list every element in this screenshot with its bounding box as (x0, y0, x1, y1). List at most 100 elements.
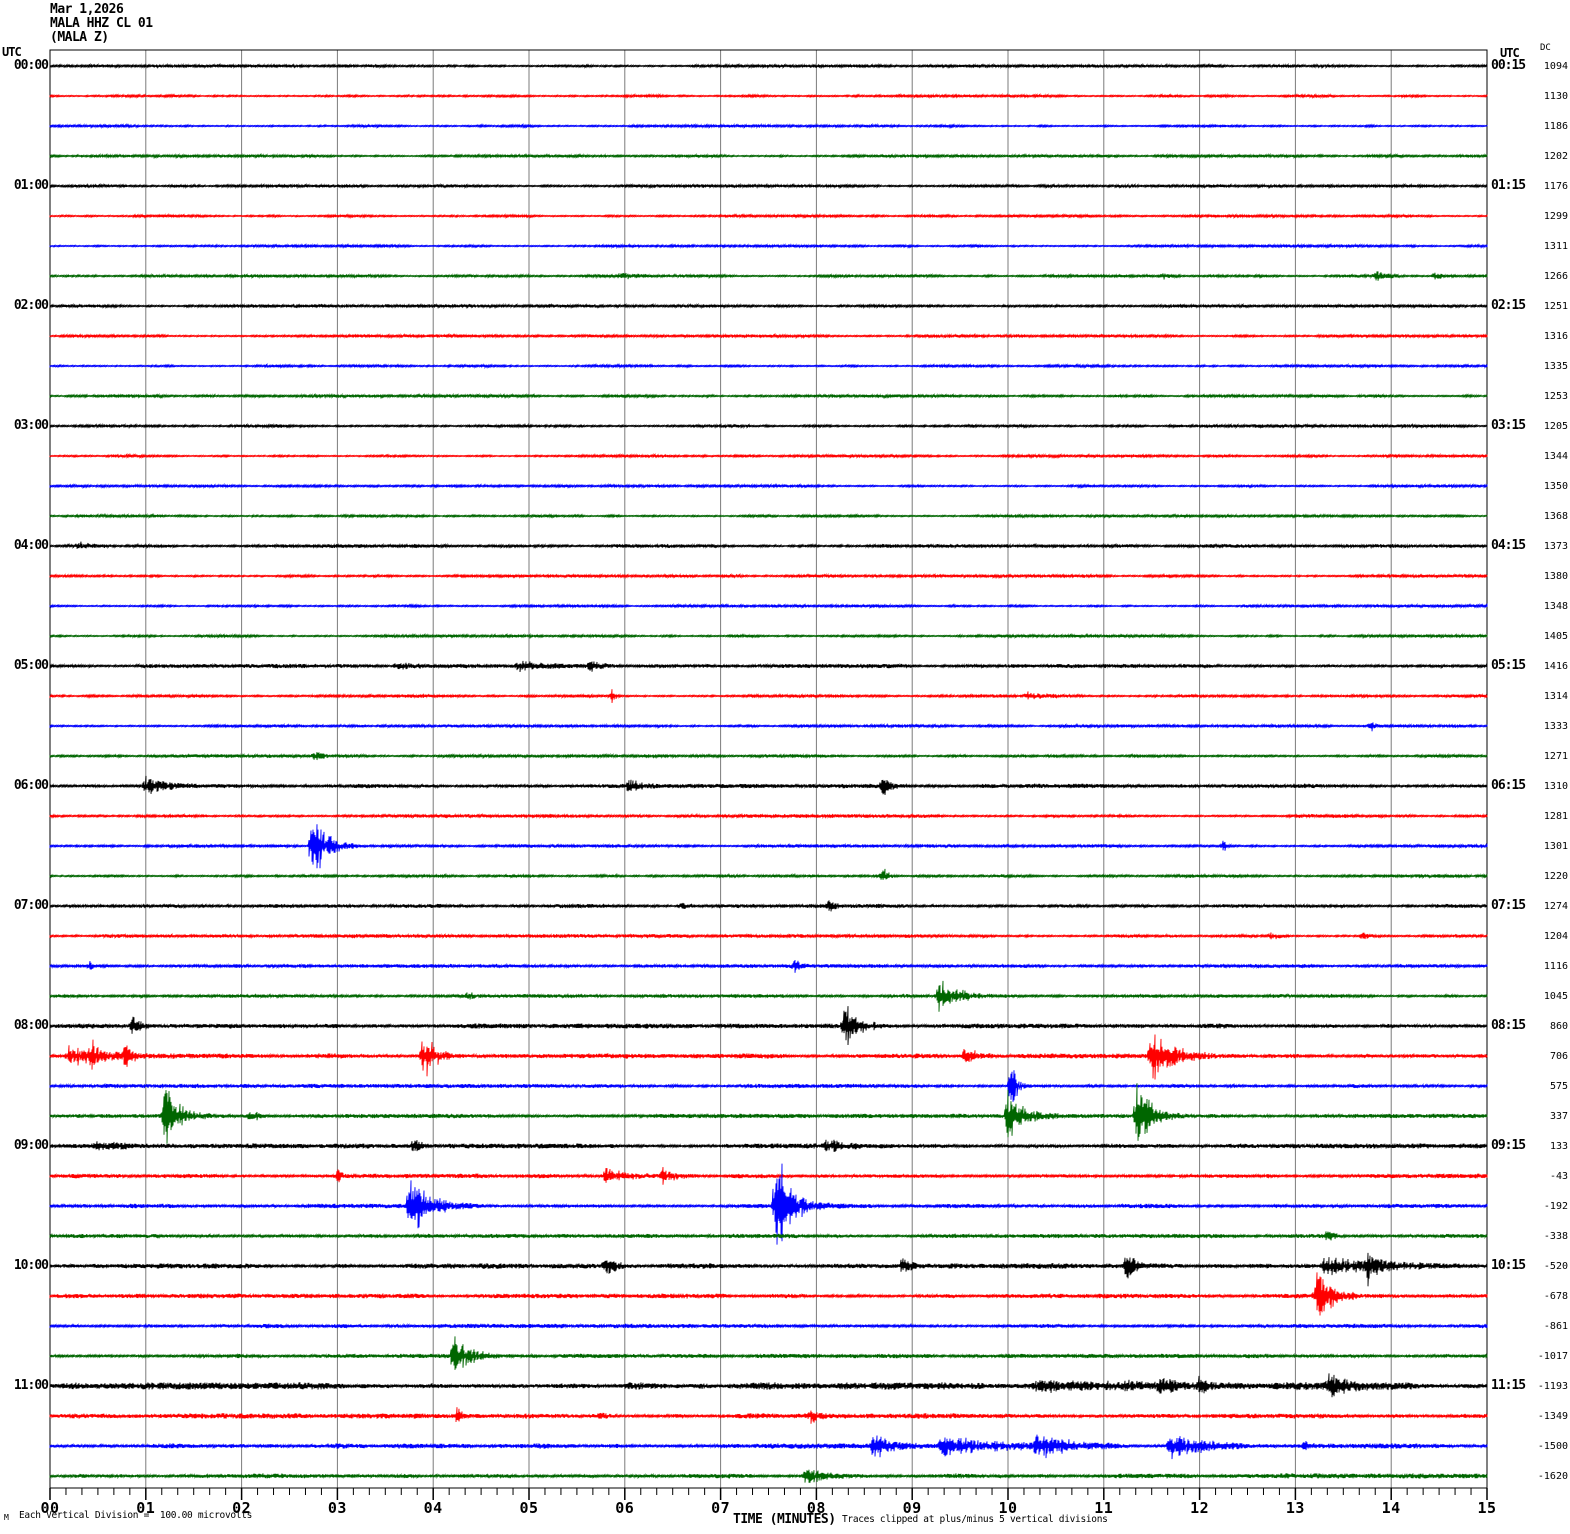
seismogram-trace-row-41 (49, 1272, 1488, 1316)
x-tick-label: 09 (902, 1499, 922, 1517)
dc-value: 1301 (1543, 841, 1568, 852)
dc-value: -520 (1543, 1261, 1568, 1272)
x-tick-label: 02 (232, 1499, 252, 1517)
dc-value: 1186 (1543, 121, 1568, 132)
left-time-label: 02:00 (13, 298, 49, 313)
dc-value: 1348 (1543, 601, 1568, 612)
left-time-label: 05:00 (13, 658, 49, 673)
seismogram-trace-row-24 (49, 775, 1488, 796)
right-time-label: 03:15 (1491, 418, 1526, 433)
dc-value: 1373 (1543, 541, 1568, 552)
seismogram-trace-row-21 (49, 689, 1488, 703)
dc-value: 1310 (1543, 781, 1568, 792)
right-time-label: 05:15 (1491, 658, 1526, 673)
seismogram-trace-row-35 (49, 1083, 1488, 1144)
seismogram-trace-row-45 (49, 1407, 1488, 1424)
dc-value: -1620 (1537, 1471, 1568, 1482)
dc-value: 1281 (1543, 811, 1568, 822)
seismogram-trace-row-33 (49, 1034, 1488, 1080)
seismogram-trace-row-12 (49, 422, 1488, 430)
dc-value: 1416 (1543, 661, 1568, 672)
x-tick-label: 03 (327, 1499, 347, 1517)
left-time-label: 10:00 (13, 1258, 49, 1273)
dc-value: -338 (1543, 1231, 1568, 1242)
seismogram-trace-row-0 (49, 62, 1488, 70)
x-tick-label: 11 (1094, 1499, 1114, 1517)
dc-value: 1094 (1543, 61, 1568, 72)
seismogram-trace-row-39 (49, 1231, 1488, 1241)
dc-value: 1204 (1543, 931, 1568, 942)
dc-value: 1316 (1543, 331, 1568, 342)
dc-value: 1344 (1543, 451, 1568, 462)
seismogram-trace-row-40 (49, 1252, 1488, 1287)
right-time-label: 09:15 (1491, 1138, 1526, 1153)
seismogram-trace-row-8 (49, 302, 1488, 310)
dc-value: 1202 (1543, 151, 1568, 162)
seismogram-trace-row-13 (49, 452, 1488, 460)
x-tick-label: 06 (615, 1499, 635, 1517)
right-time-label: 07:15 (1491, 898, 1526, 913)
right-time-label: 01:15 (1491, 178, 1526, 193)
dc-value: 1299 (1543, 211, 1568, 222)
seismogram-trace-row-31 (49, 980, 1488, 1012)
x-tick-label: 05 (519, 1499, 539, 1517)
left-time-label: 03:00 (13, 418, 49, 433)
right-time-label: 00:15 (1491, 58, 1526, 73)
seismogram-trace-row-18 (49, 602, 1488, 610)
dc-value: 1271 (1543, 751, 1568, 762)
dc-value: 1350 (1543, 481, 1568, 492)
dc-value: 575 (1549, 1081, 1568, 1092)
x-tick-label: 14 (1381, 1499, 1401, 1517)
left-time-label: 06:00 (13, 778, 49, 793)
dc-value: 706 (1549, 1051, 1568, 1062)
x-tick-label: 13 (1285, 1499, 1305, 1517)
seismogram-trace-row-20 (49, 660, 1488, 673)
left-time-label: 01:00 (13, 178, 49, 193)
dc-value: 337 (1549, 1111, 1568, 1122)
seismogram-trace-row-26 (49, 824, 1488, 869)
x-tick-label: 15 (1477, 1499, 1497, 1517)
seismogram-trace-row-37 (49, 1167, 1488, 1185)
dc-value: 1311 (1543, 241, 1568, 252)
scale-note: Each Vertical Division = 100.00 microvol… (19, 1510, 253, 1521)
seismogram-trace-row-32 (49, 1006, 1488, 1046)
seismogram-trace-row-14 (49, 482, 1488, 490)
seismogram-trace-row-43 (49, 1336, 1488, 1370)
dc-column-header: DC (1540, 43, 1551, 53)
utc-header-right: UTC (1500, 46, 1520, 60)
plot-border (49, 49, 1488, 1489)
dc-value: 133 (1549, 1141, 1568, 1152)
left-time-label: 04:00 (13, 538, 49, 553)
dc-value: 1274 (1543, 901, 1568, 912)
dc-value: -1500 (1537, 1441, 1568, 1452)
seismogram-trace-row-34 (49, 1070, 1488, 1102)
dc-value: 1368 (1543, 511, 1568, 522)
dc-value: -678 (1543, 1291, 1568, 1302)
title-component: (MALA Z) (50, 30, 109, 45)
x-tick-label: 01 (136, 1499, 156, 1517)
left-time-label: 07:00 (13, 898, 49, 913)
dc-value: 1220 (1543, 871, 1568, 882)
seismogram-trace-row-15 (49, 512, 1488, 520)
dc-value: 1333 (1543, 721, 1568, 732)
dc-value: 1176 (1543, 181, 1568, 192)
dc-value: 1116 (1543, 961, 1568, 972)
utc-header-left: UTC (2, 45, 22, 59)
dc-value: -1349 (1537, 1411, 1568, 1422)
x-tick-label: 12 (1190, 1499, 1210, 1517)
seismogram-trace-row-6 (49, 242, 1488, 250)
dc-value: 1335 (1543, 361, 1568, 372)
right-time-label: 04:15 (1491, 538, 1526, 553)
seismogram-trace-row-47 (49, 1469, 1488, 1483)
seismogram-trace-row-16 (49, 541, 1488, 550)
seismogram-trace-row-42 (49, 1322, 1488, 1330)
dc-value: 1130 (1543, 91, 1568, 102)
seismogram-trace-row-29 (49, 932, 1488, 940)
clip-note: Traces clipped at plus/minus 5 vertical … (842, 1514, 1108, 1525)
dc-value: -861 (1543, 1321, 1568, 1332)
dc-value: 1405 (1543, 631, 1568, 642)
dc-value: -192 (1543, 1201, 1568, 1212)
dc-value: -43 (1549, 1171, 1568, 1182)
